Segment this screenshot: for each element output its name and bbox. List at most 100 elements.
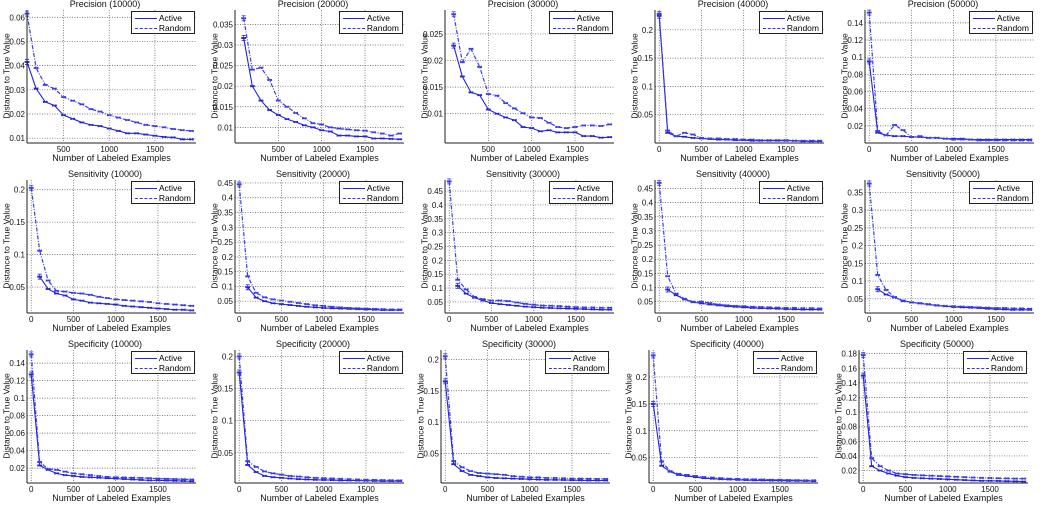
y-tick-label: 0.3 <box>642 227 654 236</box>
y-tick-label: 0.15 <box>637 269 653 278</box>
panel-specificity-10000: Specificity (10000) 0 500 1000 1500 0.02 0.04 0… <box>0 339 210 510</box>
x-tick-label: 0 <box>651 485 656 494</box>
chart-legend: Active Random <box>752 351 817 374</box>
x-tick-label: 1000 <box>945 315 963 324</box>
y-tick-label: 0.15 <box>217 268 233 277</box>
legend-item-random: Random <box>134 193 191 203</box>
legend-swatch <box>762 17 785 19</box>
y-axis-label: Distance to True Value <box>1 202 11 289</box>
y-tick-label: 0.45 <box>637 184 653 193</box>
x-tick-label: 500 <box>57 145 71 154</box>
legend-label: Random <box>366 193 399 203</box>
y-tick-label: 0.35 <box>847 188 863 197</box>
y-tick-label: 0.025 <box>213 62 234 71</box>
legend-swatch <box>342 197 365 199</box>
y-tick-label: 0.1 <box>642 82 654 91</box>
plot-area: 0 500 1000 1500 0.05 0.1 0.15 0.2 0.25 0.3 0.35 0.4… <box>637 179 824 324</box>
y-tick-label: 0.05 <box>9 283 25 292</box>
y-tick-label: 0.01 <box>427 110 443 119</box>
legend-item-active: Active <box>134 353 191 363</box>
legend-label: Active <box>366 353 391 363</box>
y-tick-label: 0.2 <box>222 253 234 262</box>
x-tick-label: 1500 <box>567 315 585 324</box>
panel-specificity-30000: Specificity (30000) 0 500 1000 1500 0.05 0.1 0.… <box>414 339 624 510</box>
legend-item-random: Random <box>548 363 605 373</box>
legend-label: Active <box>576 183 601 193</box>
x-axis-label: Number of Labeled Examples <box>890 153 1009 163</box>
legend-item-active: Active <box>342 13 399 23</box>
chart-legend: Active Random <box>130 351 195 374</box>
plot-area: 0 500 1000 1500 0.05 0.1 0.15 0.2 <box>217 350 404 494</box>
x-tick-label: 1500 <box>987 315 1005 324</box>
panel-sensitivity-20000: Sensitivity (20000) 0 500 1000 1500 0.05 0.1 0.… <box>208 169 418 340</box>
panel-sensitivity-30000: Sensitivity (30000) 0 500 1000 1500 0.05 0.1 0.… <box>418 169 628 340</box>
legend-label: Random <box>576 23 609 33</box>
legend-swatch <box>342 27 365 29</box>
y-tick-label: 0.2 <box>14 186 26 195</box>
legend-item-random: Random <box>342 363 399 373</box>
y-tick-label: 0.08 <box>9 412 25 421</box>
y-tick-label: 0.14 <box>847 19 863 28</box>
x-tick-label: 500 <box>689 485 703 494</box>
x-axis-label: Number of Labeled Examples <box>680 323 799 333</box>
legend-label: Random <box>780 363 813 373</box>
legend-item-active: Active <box>966 353 1023 363</box>
y-tick-label: 0.04 <box>9 447 25 456</box>
panel-precision-40000: Precision (40000) 0 500 1000 1500 0.05 0.1 0.15… <box>628 0 838 170</box>
y-tick-label: 0.015 <box>213 103 234 112</box>
y-tick-label: 0.3 <box>222 223 234 232</box>
legend-swatch <box>134 17 157 19</box>
chart-title: Precision (40000) <box>697 0 769 9</box>
legend-swatch <box>342 367 365 369</box>
y-tick-label: 0.08 <box>847 70 863 79</box>
legend-label: Active <box>158 183 183 193</box>
x-tick-label: 1500 <box>981 485 999 494</box>
x-tick-label: 500 <box>905 145 919 154</box>
x-tick-label: 0 <box>443 485 448 494</box>
x-tick-label: 1500 <box>149 315 167 324</box>
legend-swatch <box>972 197 995 199</box>
legend-label: Random <box>158 23 191 33</box>
legend-swatch <box>972 187 995 189</box>
y-tick-label: 0.1 <box>846 408 858 417</box>
x-tick-label: 1000 <box>313 145 331 154</box>
legend-item-active: Active <box>552 183 609 193</box>
y-tick-label: 0.1 <box>222 417 234 426</box>
legend-label: Active <box>786 183 811 193</box>
legend-label: Active <box>576 13 601 23</box>
y-tick-label: 0.01 <box>9 134 25 143</box>
y-tick-label: 0.4 <box>432 201 444 210</box>
y-tick-label: 0.06 <box>847 88 863 97</box>
y-tick-label: 0.25 <box>637 241 653 250</box>
panel-precision-30000: Precision (30000) 500 1000 1500 0.01 0.015 0.0… <box>418 0 628 170</box>
chart-title: Sensitivity (40000) <box>695 169 771 179</box>
legend-item-random: Random <box>134 363 191 373</box>
legend-swatch <box>134 197 157 199</box>
panel-sensitivity-10000: Sensitivity (10000) 0 500 1000 1500 0.05 0.1 0.… <box>0 169 210 340</box>
x-tick-label: 500 <box>275 485 289 494</box>
panel-sensitivity-40000: Sensitivity (40000) 0 500 1000 1500 0.05 0.1 0.… <box>628 169 838 340</box>
chart-title: Specificity (40000) <box>689 339 765 349</box>
legend-label: Random <box>158 363 191 373</box>
y-axis-label: Distance to True Value <box>209 32 219 119</box>
y-tick-label: 0.25 <box>427 243 443 252</box>
x-tick-label: 1500 <box>777 315 795 324</box>
x-tick-label: 1500 <box>563 485 581 494</box>
y-tick-label: 0.16 <box>841 364 857 373</box>
x-tick-label: 0 <box>657 315 662 324</box>
legend-swatch <box>966 357 989 359</box>
y-axis-label: Distance to True Value <box>629 32 639 119</box>
legend-swatch <box>342 357 365 359</box>
legend-swatch <box>134 187 157 189</box>
panel-sensitivity-50000: Sensitivity (50000) 0 500 1000 1500 0.05 0.1 0.… <box>838 169 1048 340</box>
y-tick-label: 0.04 <box>841 452 857 461</box>
y-axis-label: Distance to True Value <box>419 202 429 289</box>
x-tick-label: 500 <box>485 315 499 324</box>
x-tick-label: 500 <box>481 485 495 494</box>
x-axis-label: Number of Labeled Examples <box>890 323 1009 333</box>
y-tick-label: 0.1 <box>636 427 648 436</box>
y-tick-label: 0.08 <box>841 423 857 432</box>
y-tick-label: 0.3 <box>852 206 864 215</box>
y-axis-label: Distance to True Value <box>623 372 633 459</box>
y-tick-label: 0.03 <box>9 86 25 95</box>
